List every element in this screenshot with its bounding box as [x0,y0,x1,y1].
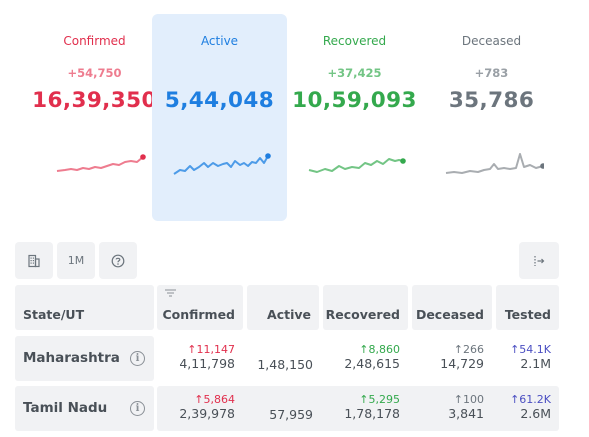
info-icon[interactable]: i [130,401,145,416]
table-cell-deceased: ↑100 3,841 [448,393,484,421]
range-1m-button[interactable]: 1M [57,242,95,279]
recovered-card[interactable]: Recovered +37,425 10,59,093 [287,14,422,221]
table-cell-recovered: ↑5,295 1,78,178 [344,393,400,421]
table-row-state[interactable]: Maharashtra i [15,336,154,381]
expand-table-button[interactable] [519,242,559,279]
table-cell-active: 57,959 [269,407,313,422]
question-icon [111,254,125,267]
header-deceased[interactable]: Deceased [412,285,492,330]
table-cell-confirmed: ↑11,147 4,11,798 [179,343,235,371]
recovered-delta: +37,425 [327,66,382,80]
table-cell-confirmed: ↑5,864 2,39,978 [179,393,235,421]
expand-right-icon [534,255,545,266]
building-icon [28,254,40,267]
recovered-total: 10,59,093 [292,88,417,113]
info-icon[interactable]: i [130,351,145,366]
table-row-state[interactable]: Tamil Nadu i [15,386,154,431]
deceased-sparkline [445,153,544,174]
recovered-sparkline [308,158,406,173]
table-cell-recovered: ↑8,860 2,48,615 [344,343,400,371]
deceased-total: 35,786 [448,88,535,113]
table-cell-tested: ↑61.2K 2.6M [510,393,551,421]
header-confirmed[interactable]: Confirmed [157,285,243,330]
table-cell-active: 1,48,150 [257,357,313,372]
state-name: Maharashtra [23,350,120,366]
help-button[interactable] [99,242,137,279]
confirmed-total: 16,39,350 [32,88,157,113]
active-sparkline [173,153,271,175]
confirmed-delta: +54,750 [67,66,122,80]
header-recovered[interactable]: Recovered [323,285,408,330]
header-active[interactable]: Active [247,285,319,330]
table-cell-tested: ↑54.1K 2.1M [510,343,551,371]
deceased-label: Deceased [461,34,522,48]
table-cell-deceased: ↑266 14,729 [440,343,484,371]
recovered-label: Recovered [322,34,387,48]
table-row-stats [157,386,559,431]
confirmed-card[interactable]: Confirmed +54,750 16,39,350 [27,14,162,221]
deceased-delta: +783 [474,66,509,80]
sort-icon [165,289,176,297]
deceased-card[interactable]: Deceased +783 35,786 [424,14,559,221]
confirmed-label: Confirmed [63,34,126,48]
map-view-button[interactable] [15,242,53,279]
header-state[interactable]: State/UT [15,285,154,330]
state-name: Tamil Nadu [23,400,108,416]
active-label: Active [200,34,239,48]
range-label: 1M [67,254,85,267]
active-card[interactable]: Active 5,44,048 [152,14,287,221]
header-tested[interactable]: Tested [496,285,559,330]
active-total: 5,44,048 [164,88,275,113]
confirmed-sparkline [56,154,146,172]
